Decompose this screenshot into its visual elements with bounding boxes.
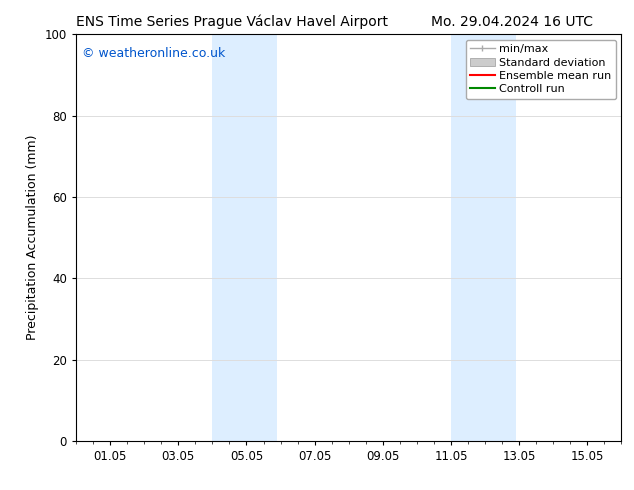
Text: ENS Time Series Prague Václav Havel Airport: ENS Time Series Prague Václav Havel Airp… (76, 15, 388, 29)
Text: © weatheronline.co.uk: © weatheronline.co.uk (82, 47, 225, 59)
Text: Mo. 29.04.2024 16 UTC: Mo. 29.04.2024 16 UTC (431, 15, 593, 29)
Bar (451, 34, 515, 441)
Legend: min/max, Standard deviation, Ensemble mean run, Controll run: min/max, Standard deviation, Ensemble me… (466, 40, 616, 99)
Bar (212, 34, 277, 441)
Y-axis label: Precipitation Accumulation (mm): Precipitation Accumulation (mm) (26, 135, 39, 341)
